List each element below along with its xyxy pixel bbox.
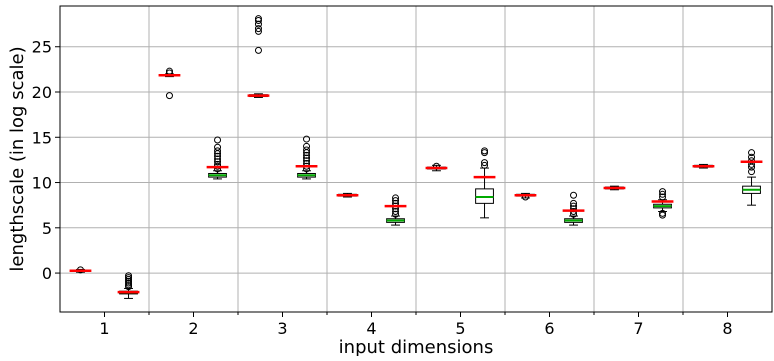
outlier-point bbox=[570, 199, 578, 207]
outlier-point bbox=[214, 136, 222, 144]
y-tick-label: 25 bbox=[32, 38, 52, 57]
outlier-point bbox=[254, 25, 262, 33]
outlier-point bbox=[748, 149, 756, 157]
outlier-point bbox=[214, 152, 222, 160]
x-tick-label: 2 bbox=[188, 319, 198, 338]
outlier-point bbox=[125, 283, 133, 291]
x-axis-label: input dimensions bbox=[339, 337, 494, 356]
y-tick-label: 0 bbox=[42, 264, 52, 283]
box-plot bbox=[384, 194, 407, 226]
box-plot bbox=[160, 67, 179, 100]
outlier-point bbox=[303, 151, 311, 159]
outlier-point bbox=[303, 154, 311, 162]
outlier-point bbox=[659, 193, 667, 201]
outlier-point bbox=[659, 190, 667, 198]
x-tick-label: 3 bbox=[277, 319, 287, 338]
box-plot bbox=[117, 272, 140, 299]
outlier-point bbox=[214, 147, 222, 155]
x-tick-label: 8 bbox=[722, 319, 732, 338]
box-plot bbox=[651, 188, 674, 219]
outlier-point bbox=[392, 208, 400, 216]
outlier-point bbox=[125, 275, 133, 283]
outlier-point bbox=[303, 157, 311, 165]
outlier-point bbox=[659, 188, 667, 196]
box-plot bbox=[206, 136, 229, 180]
grid-layer bbox=[60, 6, 772, 312]
box-plot bbox=[562, 191, 585, 226]
box-plot bbox=[295, 135, 318, 180]
outlier-point bbox=[748, 168, 756, 176]
y-tick-label: 20 bbox=[32, 83, 52, 102]
marks-layer bbox=[69, 15, 763, 299]
y-tick-label: 15 bbox=[32, 128, 52, 147]
box-plot bbox=[740, 149, 763, 206]
outlier-point bbox=[659, 211, 667, 219]
outlier-point bbox=[303, 135, 311, 143]
outlier-point bbox=[303, 146, 311, 154]
outlier-point bbox=[125, 279, 133, 287]
outlier-point bbox=[125, 281, 133, 289]
box-plot bbox=[249, 15, 268, 98]
y-axis-label: lengthscale (in log scale) bbox=[7, 46, 28, 271]
outlier-point bbox=[748, 153, 756, 161]
outlier-point bbox=[254, 20, 262, 28]
outlier-point bbox=[481, 149, 489, 157]
outlier-point bbox=[125, 272, 133, 280]
outlier-point bbox=[165, 92, 173, 100]
outlier-point bbox=[254, 16, 262, 24]
outlier-point bbox=[254, 27, 262, 35]
outlier-point bbox=[659, 209, 667, 217]
x-tick-label: 4 bbox=[366, 319, 376, 338]
outlier-point bbox=[392, 210, 400, 218]
outlier-point bbox=[392, 194, 400, 202]
axes-layer: input dimensions lengthscale (in log sca… bbox=[7, 5, 773, 358]
outlier-point bbox=[570, 191, 578, 199]
outlier-point bbox=[570, 202, 578, 210]
x-tick-label: 1 bbox=[99, 319, 109, 338]
outlier-point bbox=[481, 161, 489, 169]
outlier-point bbox=[254, 15, 262, 23]
outlier-point bbox=[125, 274, 133, 282]
x-tick-label: 7 bbox=[633, 319, 643, 338]
x-tick-label: 6 bbox=[544, 319, 554, 338]
x-tick-label: 5 bbox=[455, 319, 465, 338]
outlier-point bbox=[214, 155, 222, 163]
outlier-point bbox=[125, 277, 133, 285]
outlier-point bbox=[254, 46, 262, 54]
outlier-point bbox=[481, 147, 489, 155]
outlier-point bbox=[481, 159, 489, 167]
outlier-point bbox=[214, 158, 222, 166]
outlier-point bbox=[303, 142, 311, 150]
outlier-point bbox=[214, 143, 222, 151]
y-tick-label: 5 bbox=[42, 219, 52, 238]
outlier-point bbox=[392, 197, 400, 205]
box-plot bbox=[473, 147, 496, 219]
y-tick-label: 10 bbox=[32, 174, 52, 193]
